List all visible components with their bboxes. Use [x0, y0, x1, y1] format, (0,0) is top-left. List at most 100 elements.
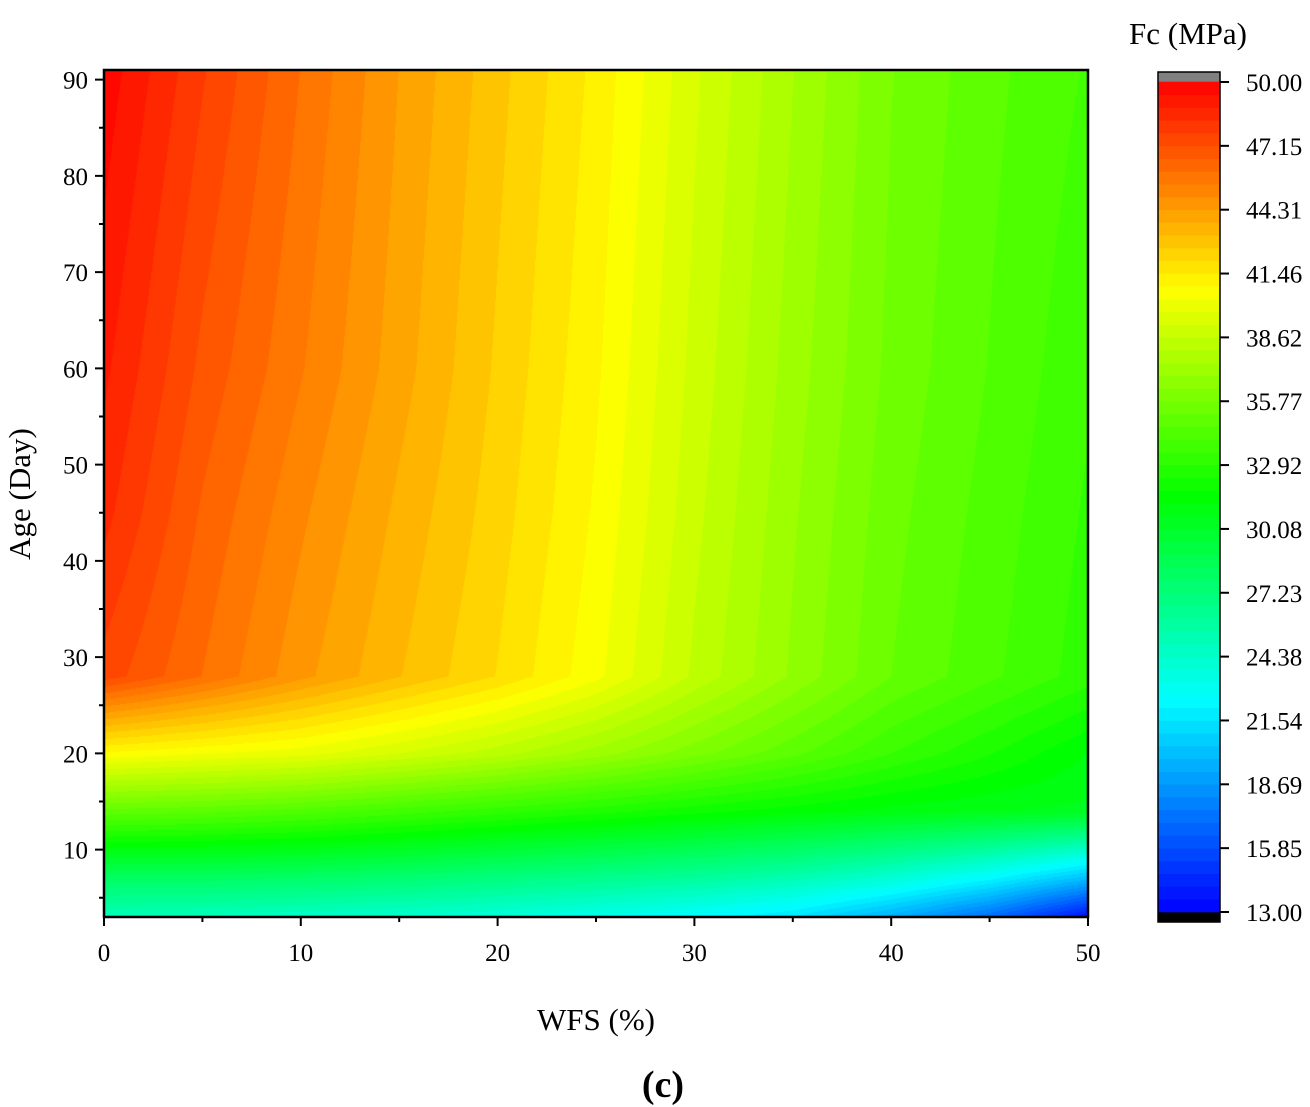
- colorbar-level: [1158, 260, 1220, 274]
- colorbar-level: [1158, 579, 1220, 594]
- colorbar-under-swatch: [1158, 912, 1220, 922]
- y-tick-label: 70: [63, 260, 88, 287]
- contour-surface: [104, 70, 1088, 917]
- x-tick-label: 50: [1076, 940, 1101, 967]
- colorbar-level: [1158, 337, 1220, 351]
- x-axis: 0 10 20 30 40 50: [98, 917, 1101, 967]
- colorbar-level: [1158, 707, 1220, 721]
- colorbar-tick-label: 21.54: [1246, 708, 1303, 735]
- colorbar-level: [1158, 247, 1220, 262]
- colorbar-level: [1158, 324, 1220, 338]
- colorbar-level: [1158, 669, 1220, 683]
- contour-heatmap: [104, 70, 1088, 917]
- colorbar-level: [1158, 145, 1220, 159]
- colorbar-tick-label: 32.92: [1246, 453, 1302, 480]
- colorbar-level: [1158, 605, 1220, 619]
- y-axis: 10 20 30 40 50 60 70 80 90: [63, 68, 104, 899]
- colorbar-title: Fc (MPa): [1129, 16, 1247, 51]
- colorbar-level: [1158, 860, 1220, 874]
- colorbar-level: [1158, 566, 1220, 581]
- colorbar-level: [1158, 464, 1220, 479]
- x-tick-label: 10: [288, 940, 313, 967]
- colorbar-tick-label: 18.69: [1246, 772, 1302, 799]
- colorbar-level: [1158, 528, 1220, 542]
- colorbar-level: [1158, 158, 1220, 172]
- colorbar-level: [1158, 809, 1220, 823]
- colorbar-tick-label: 35.77: [1246, 389, 1302, 416]
- colorbar-level: [1158, 656, 1220, 670]
- y-tick-label: 20: [63, 741, 88, 768]
- colorbar-level: [1158, 400, 1220, 415]
- colorbar-ticks: 13.00 15.85 18.69 21.54 24.38 27.23 30.08 32.92…: [1220, 70, 1303, 927]
- colorbar-over-swatch: [1158, 72, 1220, 82]
- colorbar-frame: [1157, 71, 1221, 923]
- x-tick-label: 20: [485, 940, 510, 967]
- colorbar-tick-label: 30.08: [1246, 517, 1302, 544]
- y-tick-label: 90: [63, 68, 88, 95]
- x-tick-label: 40: [879, 940, 904, 967]
- y-tick-label: 50: [63, 453, 88, 480]
- colorbar-level: [1158, 630, 1220, 645]
- colorbar-level: [1158, 183, 1220, 198]
- colorbar-level: [1158, 362, 1220, 376]
- colorbar-level: [1158, 375, 1220, 389]
- colorbar-tick-label: 13.00: [1246, 900, 1302, 927]
- colorbar-level: [1158, 554, 1220, 568]
- colorbar-level: [1158, 541, 1220, 555]
- colorbar-tick-label: 44.31: [1246, 198, 1302, 225]
- colorbar-level: [1158, 196, 1220, 210]
- colorbar-tick-label: 15.85: [1246, 836, 1302, 863]
- x-axis-title: WFS (%): [537, 1002, 655, 1037]
- colorbar-level: [1158, 490, 1220, 504]
- colorbar-tick-label: 47.15: [1246, 134, 1302, 161]
- colorbar-level: [1158, 784, 1220, 798]
- colorbar-level: [1158, 388, 1220, 402]
- colorbar-level: [1158, 503, 1220, 517]
- colorbar-level: [1158, 94, 1220, 108]
- y-tick-label: 40: [63, 549, 88, 576]
- colorbar-level: [1158, 107, 1220, 121]
- colorbar-tick-label: 50.00: [1246, 70, 1302, 97]
- colorbar-level: [1158, 132, 1220, 147]
- colorbar-level: [1158, 873, 1220, 887]
- colorbar-level: [1158, 758, 1220, 772]
- colorbar-level: [1158, 732, 1220, 747]
- colorbar-level: [1158, 681, 1220, 696]
- colorbar-level: [1158, 286, 1220, 300]
- colorbar-level: [1158, 413, 1220, 428]
- y-tick-label: 10: [63, 838, 88, 865]
- colorbar-level: [1158, 298, 1220, 313]
- colorbar-level: [1158, 835, 1220, 849]
- y-tick-label: 80: [63, 164, 88, 191]
- colorbar-level: [1158, 515, 1220, 530]
- colorbar: Fc (MPa) 13.00 15.85 18.69 21.54 24.38 27.23 3…: [1129, 16, 1303, 927]
- colorbar-level: [1158, 209, 1220, 223]
- colorbar-tick-label: 41.46: [1246, 262, 1302, 289]
- colorbar-level: [1158, 439, 1220, 453]
- colorbar-tick-label: 24.38: [1246, 645, 1302, 672]
- colorbar-level: [1158, 771, 1220, 785]
- colorbar-level: [1158, 720, 1220, 734]
- colorbar-level: [1158, 349, 1220, 364]
- colorbar-level: [1158, 898, 1220, 913]
- colorbar-level: [1158, 847, 1220, 862]
- y-tick-label: 30: [63, 645, 88, 672]
- y-axis-title: Age (Day): [2, 428, 37, 560]
- colorbar-level: [1158, 822, 1220, 836]
- colorbar-tick-label: 38.62: [1246, 325, 1302, 352]
- colorbar-level: [1158, 886, 1220, 900]
- colorbar-level: [1158, 311, 1220, 325]
- panel-label: (c): [642, 1064, 684, 1106]
- colorbar-level: [1158, 643, 1220, 657]
- y-tick-label: 60: [63, 356, 88, 383]
- colorbar-levels: [1158, 81, 1220, 913]
- colorbar-level: [1158, 234, 1220, 249]
- colorbar-level: [1158, 477, 1220, 491]
- colorbar-level: [1158, 426, 1220, 440]
- colorbar-level: [1158, 618, 1220, 632]
- colorbar-level: [1158, 694, 1220, 708]
- colorbar-level: [1158, 592, 1220, 606]
- colorbar-level: [1158, 745, 1220, 760]
- colorbar-level: [1158, 452, 1220, 466]
